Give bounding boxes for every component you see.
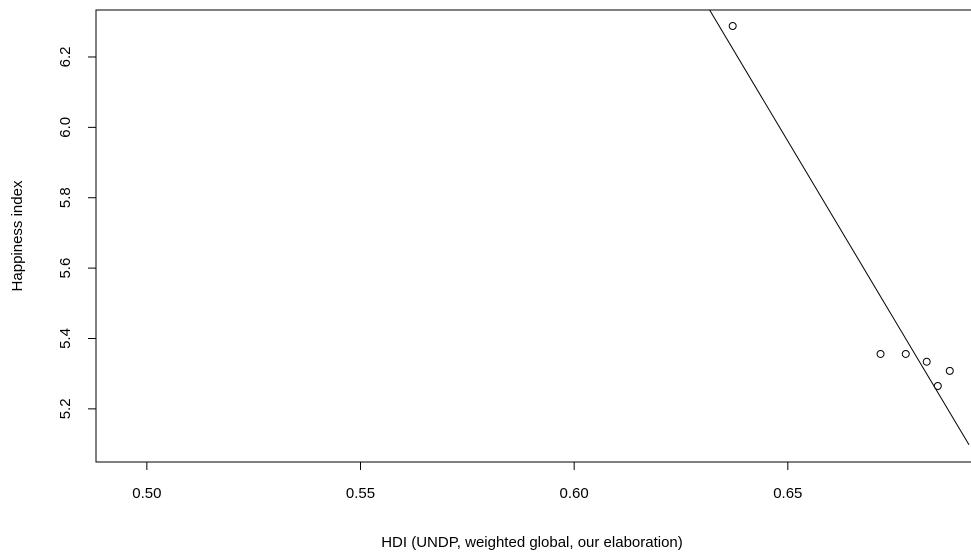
point [901,349,910,358]
x-tick-label: 0.65 [773,485,802,502]
x-tick-label: 0.55 [346,485,375,502]
y-tick-label: 5.6 [57,258,74,279]
y-tick-label: 5.4 [57,328,74,349]
point [728,22,737,31]
point [933,381,942,390]
plot-area [709,10,970,446]
point [876,349,885,358]
point [945,366,954,375]
y-tick-label: 5.2 [57,398,74,419]
x-tick-label: 0.60 [560,485,589,502]
y-tick-label: 6.0 [57,117,74,138]
point [922,357,931,366]
x-tick-label: 0.50 [132,485,161,502]
y-tick-label: 6.2 [57,47,74,68]
fit-line [709,10,970,446]
plot-box [95,9,971,463]
y-axis-title: Happiness index [9,180,26,291]
x-axis-title: HDI (UNDP, weighted global, our elaborat… [381,534,683,551]
y-tick-label: 5.8 [57,187,74,208]
